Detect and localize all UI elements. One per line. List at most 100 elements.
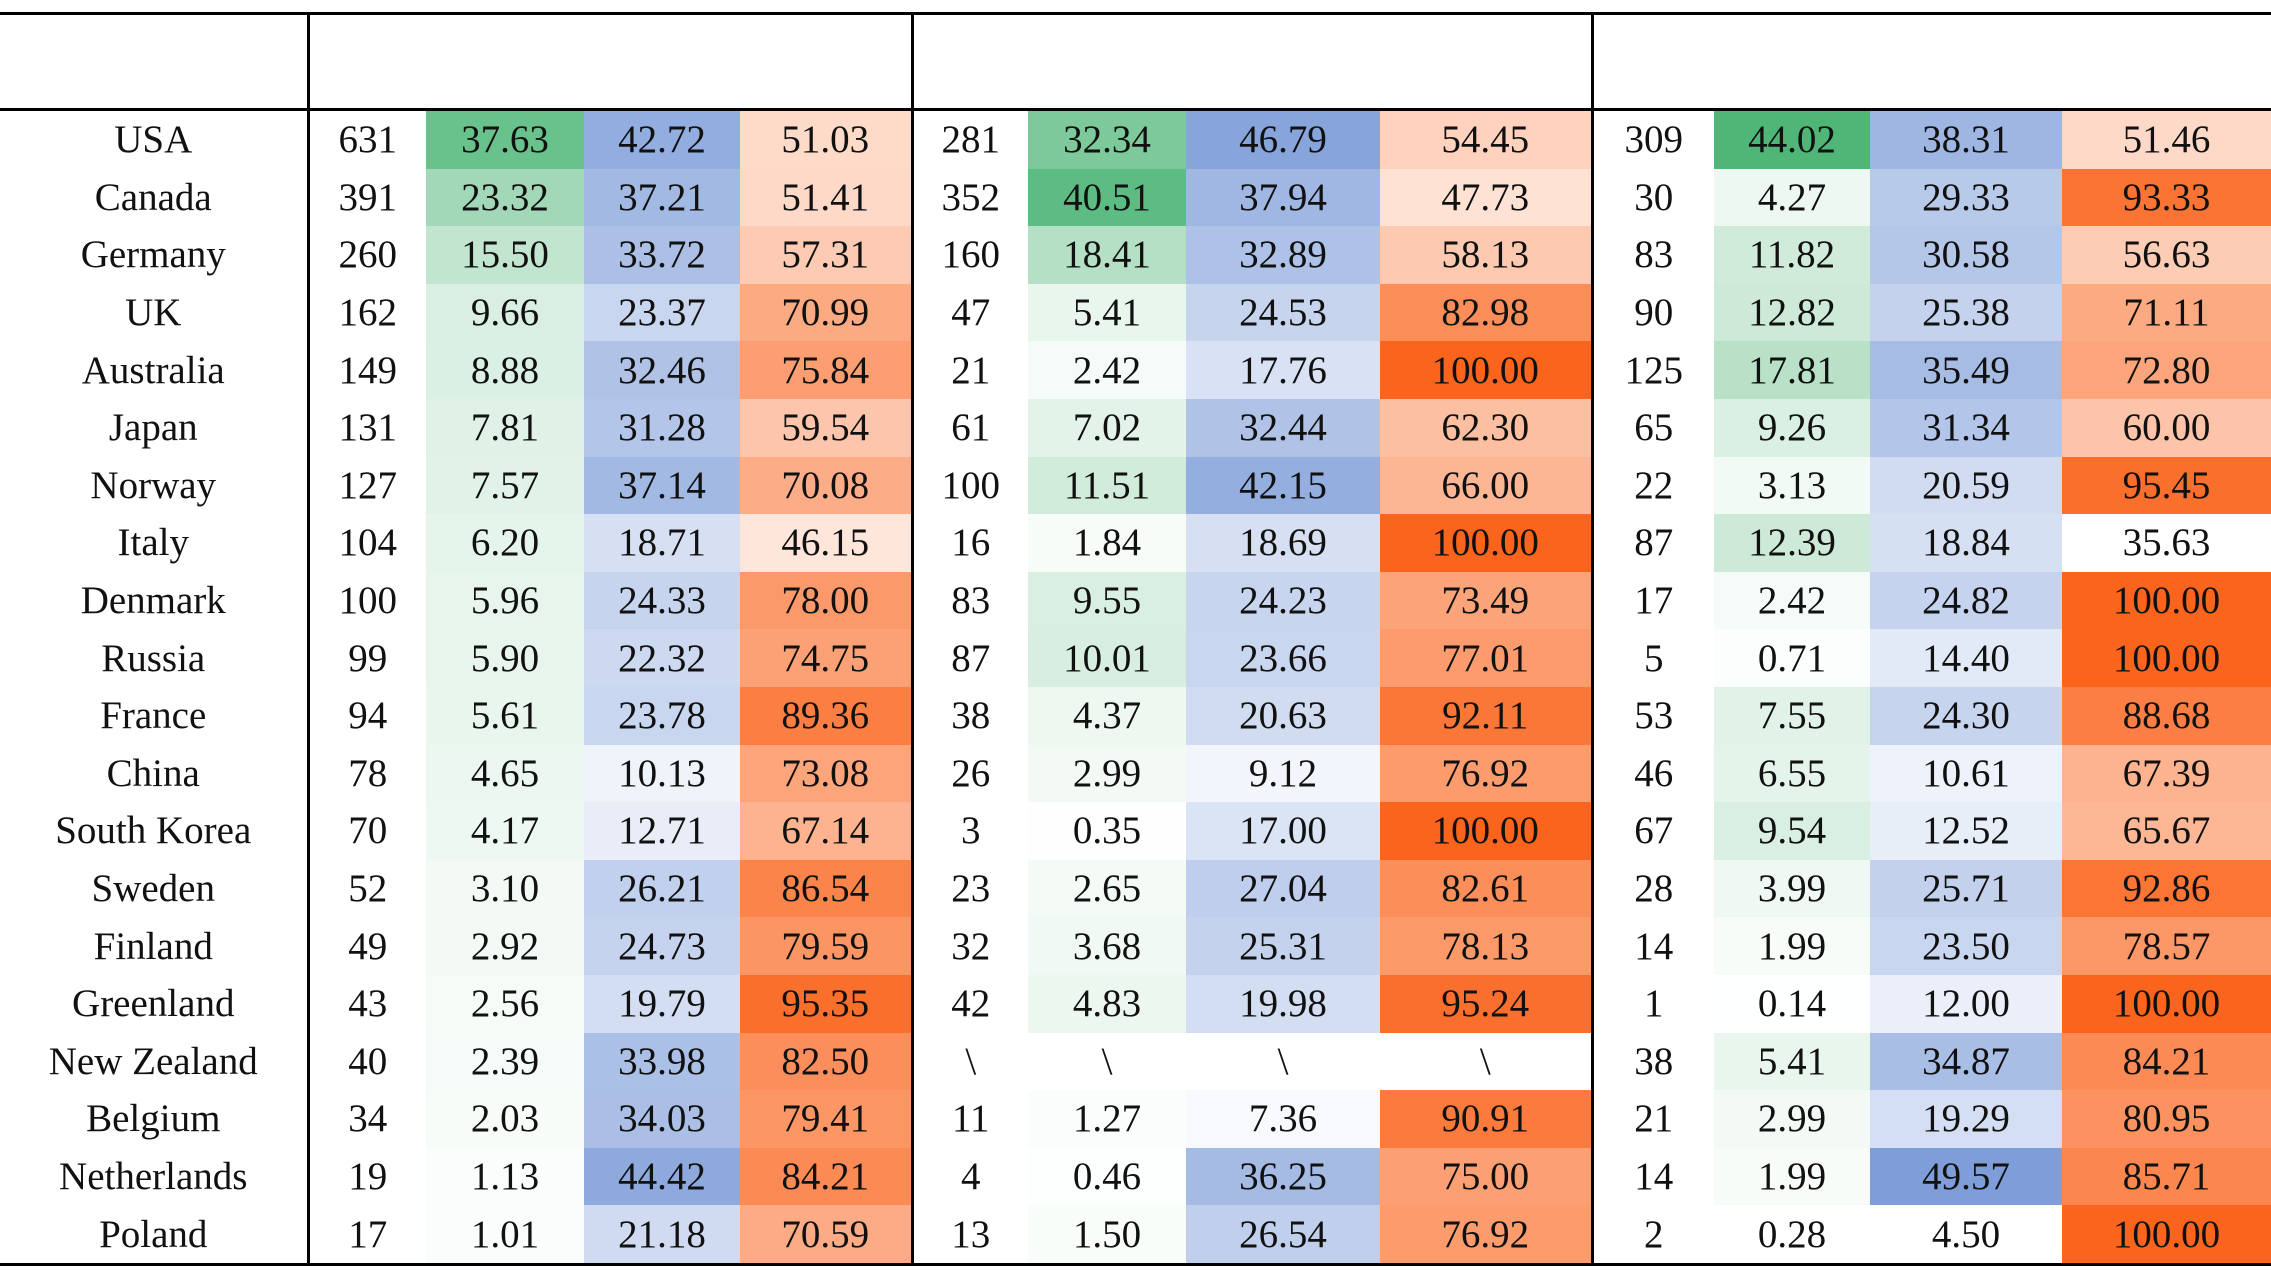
value-cell: 90.91 [1380, 1090, 1594, 1148]
table-row: Netherlands 19 1.13 44.42 84.21 4 0.46 36.25 75.… [0, 1147, 2271, 1206]
value-cell: 61 [951, 406, 991, 450]
value-cell: 4.50 [1870, 1205, 2062, 1266]
table-row: China 78 4.65 10.13 73.08 26 2.99 9.12 76.92 46 6.… [0, 744, 2271, 803]
value-cell: 80.95 [2062, 1090, 2271, 1148]
value-cell: 16 [951, 521, 991, 565]
value-cell: 1.01 [426, 1205, 584, 1266]
value-cell: 32.46 [584, 341, 740, 399]
value-cell: 7.55 [1714, 686, 1870, 745]
country-cell: Italy [0, 514, 310, 572]
value-cell: 65.67 [2062, 802, 2271, 860]
value-cell: 1.27 [1028, 1090, 1186, 1148]
value-cell: 51.46 [2062, 109, 2271, 169]
value-cell: 47 [951, 291, 991, 335]
value-cell: 1.50 [1028, 1205, 1186, 1266]
value-cell: 23.78 [584, 686, 740, 745]
column-header [1592, 12, 1714, 111]
value-cell: 4.27 [1714, 168, 1870, 227]
value-cell: 35.63 [2062, 514, 2271, 572]
column-header [308, 12, 426, 111]
column-header [1028, 12, 1186, 111]
table-row: Italy 104 6.20 18.71 46.15 16 1.84 18.69 100.00 8… [0, 514, 2271, 572]
value-cell: 18.41 [1028, 226, 1186, 284]
value-cell: 27.04 [1186, 859, 1380, 918]
value-cell: 83 [951, 579, 991, 623]
value-cell: 10.61 [1870, 744, 2062, 803]
table-row: UK 162 9.66 23.37 70.99 47 5.41 24.53 82.98 90 12.… [0, 283, 2271, 342]
value-cell: 59.54 [740, 398, 914, 457]
table-row: USA 631 37.63 42.72 51.03 281 32.34 46.79 54.45 3… [0, 109, 2271, 169]
value-cell: 24.33 [584, 571, 740, 630]
value-cell: \ [1277, 1039, 1289, 1083]
country-cell: Canada [0, 168, 310, 227]
country-cell: Belgium [0, 1090, 310, 1148]
value-cell: 2.99 [1028, 744, 1186, 803]
value-cell: 32.44 [1186, 398, 1380, 457]
value-cell: 76.92 [1380, 744, 1594, 803]
country-cell: France [0, 686, 310, 745]
value-cell: 26 [951, 751, 991, 795]
value-cell: 67 [1634, 809, 1674, 853]
value-cell: 75.84 [740, 341, 914, 399]
value-cell: 24.82 [1870, 571, 2062, 630]
value-cell: 12.52 [1870, 802, 2062, 860]
value-cell: 74.75 [740, 629, 914, 687]
value-cell: 24.30 [1870, 686, 2062, 745]
value-cell: 83 [1634, 233, 1674, 277]
value-cell: 73.49 [1380, 571, 1594, 630]
value-cell: 92.11 [1380, 686, 1594, 745]
value-cell: 5 [1644, 636, 1664, 680]
value-cell: 72.80 [2062, 341, 2271, 399]
value-cell: 51.03 [740, 109, 914, 169]
value-cell: 67.39 [2062, 744, 2271, 803]
value-cell: 78.00 [740, 571, 914, 630]
value-cell: 86.54 [740, 859, 914, 918]
value-cell: 4.17 [426, 802, 584, 860]
column-header [2062, 12, 2271, 111]
value-cell: 57.31 [740, 226, 914, 284]
value-cell: 93.33 [2062, 168, 2271, 227]
value-cell: 37.14 [584, 456, 740, 515]
value-cell: 5.90 [426, 629, 584, 687]
table-row: New Zealand 40 2.39 33.98 82.50 \ \ \ \ 38 5.41 34.… [0, 1032, 2271, 1091]
country-cell: New Zealand [0, 1032, 310, 1091]
value-cell: 31.28 [584, 398, 740, 457]
value-cell: 5.61 [426, 686, 584, 745]
value-cell: 38 [1634, 1039, 1674, 1083]
table-row: Sweden 52 3.10 26.21 86.54 23 2.65 27.04 82.61 28… [0, 859, 2271, 918]
value-cell: 25.31 [1186, 917, 1380, 975]
value-cell: 95.35 [740, 974, 914, 1033]
value-cell: 21.18 [584, 1205, 740, 1266]
value-cell: 88.68 [2062, 686, 2271, 745]
column-header [1380, 12, 1594, 111]
value-cell: 100 [338, 579, 398, 623]
column-header [1186, 12, 1380, 111]
value-cell: 3.10 [426, 859, 584, 918]
value-cell: 73.08 [740, 744, 914, 803]
value-cell: 34.87 [1870, 1032, 2062, 1091]
column-header [1870, 12, 2062, 111]
value-cell: 14 [1634, 924, 1674, 968]
value-cell: 2.56 [426, 974, 584, 1033]
value-cell: 34 [348, 1097, 388, 1141]
value-cell: 19.98 [1186, 974, 1380, 1033]
value-cell: 100 [941, 463, 1001, 507]
value-cell: 30 [1634, 175, 1674, 219]
value-cell: 9.54 [1714, 802, 1870, 860]
value-cell: 9.12 [1186, 744, 1380, 803]
value-cell: 8.88 [426, 341, 584, 399]
value-cell: 0.35 [1028, 802, 1186, 860]
value-cell: 12.39 [1714, 514, 1870, 572]
value-cell: 40.51 [1028, 168, 1186, 227]
value-cell: 2.92 [426, 917, 584, 975]
value-cell: 90 [1634, 291, 1674, 335]
country-cell: China [0, 744, 310, 803]
value-cell: 82.61 [1380, 859, 1594, 918]
value-cell: 9.66 [426, 283, 584, 342]
value-cell: 131 [338, 406, 398, 450]
value-cell: 24.53 [1186, 283, 1380, 342]
value-cell: 71.11 [2062, 283, 2271, 342]
value-cell: 53 [1634, 694, 1674, 738]
value-cell: 1.84 [1028, 514, 1186, 572]
value-cell: 11.82 [1714, 226, 1870, 284]
